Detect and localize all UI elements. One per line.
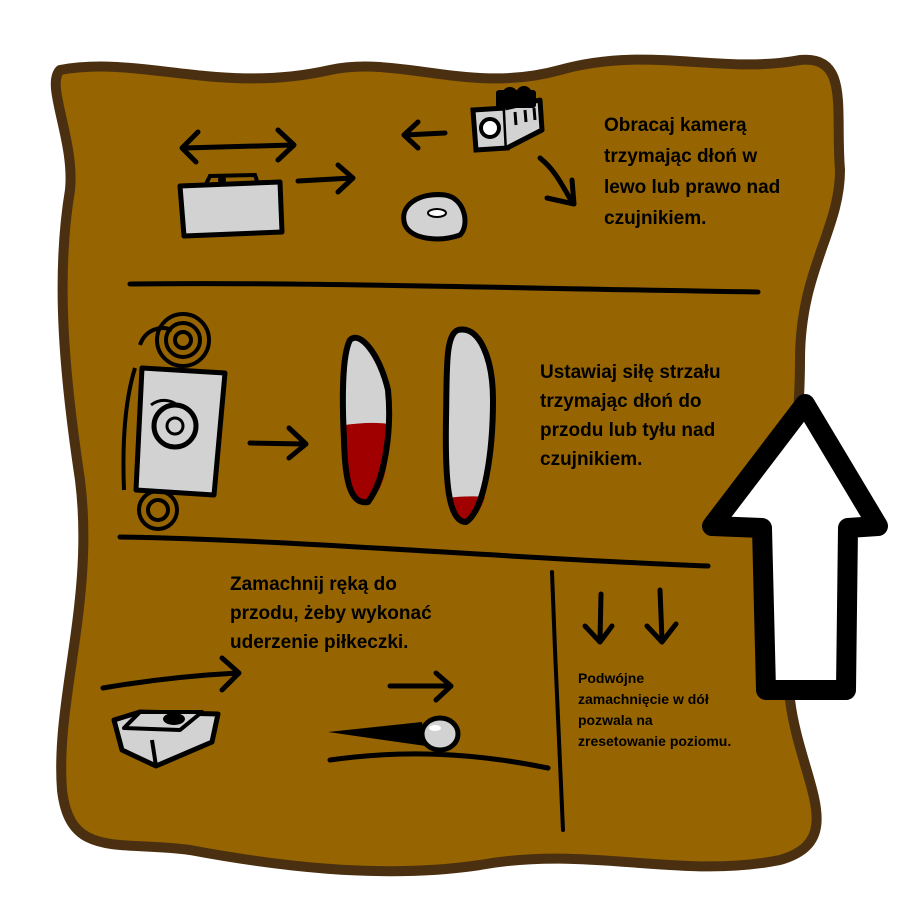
reset-instruction: Podwójne zamachnięcie w dół pozwala na z… xyxy=(578,668,778,752)
right-arrow-icon xyxy=(295,162,356,195)
power-instruction-line-4: czujnikiem. xyxy=(540,449,643,470)
swing-instruction: Zamachnij ręką do przodu, żeby wykonać u… xyxy=(230,570,480,657)
reset-instruction-line-2: zamachnięcie w dół xyxy=(578,691,709,707)
reset-instruction-line-1: Podwójne xyxy=(578,670,645,686)
swing-instruction-line-1: Zamachnij ręką do xyxy=(230,574,397,595)
left-arrow-icon xyxy=(401,119,448,151)
right-arrow-icon xyxy=(387,670,454,703)
divider-vertical xyxy=(550,570,565,832)
up-arrow-icon xyxy=(702,394,888,700)
power-gauge-low xyxy=(442,326,496,525)
camera-large-icon xyxy=(121,312,228,531)
golf-ball-icon xyxy=(419,715,461,753)
curved-down-arrow-icon xyxy=(537,155,577,207)
divider-top xyxy=(127,281,761,295)
camera-instruction-line-2: trzymając dłoń w xyxy=(604,146,758,167)
power-gauge-high xyxy=(339,335,393,506)
golf-club-icon xyxy=(327,722,551,771)
leap-sensor-icon xyxy=(177,172,285,239)
power-instruction-line-3: przodu lub tyłu nad xyxy=(540,420,716,441)
leap-sensor-tilted-icon xyxy=(111,709,221,769)
double-arrow-horizontal-icon xyxy=(179,127,297,165)
right-arrow-icon xyxy=(247,425,309,461)
swing-arrow-icon xyxy=(100,655,242,693)
hand-icon xyxy=(401,192,468,242)
power-instruction-line-1: Ustawiaj siłę strzału xyxy=(540,362,721,383)
reset-instruction-line-4: zresetowanie poziomu. xyxy=(578,733,732,749)
swing-instruction-line-2: przodu, żeby wykonać xyxy=(230,603,432,624)
camera-instruction-line-1: Obracaj kamerą xyxy=(604,115,747,136)
camera-instruction-line-3: lewo lub prawo nad xyxy=(604,177,781,198)
divider-middle xyxy=(117,534,711,569)
reset-instruction-line-3: pozwala na xyxy=(578,712,653,728)
camera-instruction-line-4: czujnikiem. xyxy=(604,208,707,229)
camera-icon xyxy=(470,86,545,153)
swing-instruction-line-3: uderzenie piłkeczki. xyxy=(230,632,409,653)
power-instruction: Ustawiaj siłę strzału trzymając dłoń do … xyxy=(540,358,780,474)
power-instruction-line-2: trzymając dłoń do xyxy=(540,391,702,412)
camera-instruction: Obracaj kamerą trzymając dłoń w lewo lub… xyxy=(604,110,834,234)
swipe-down-arrow-icon xyxy=(582,587,679,645)
